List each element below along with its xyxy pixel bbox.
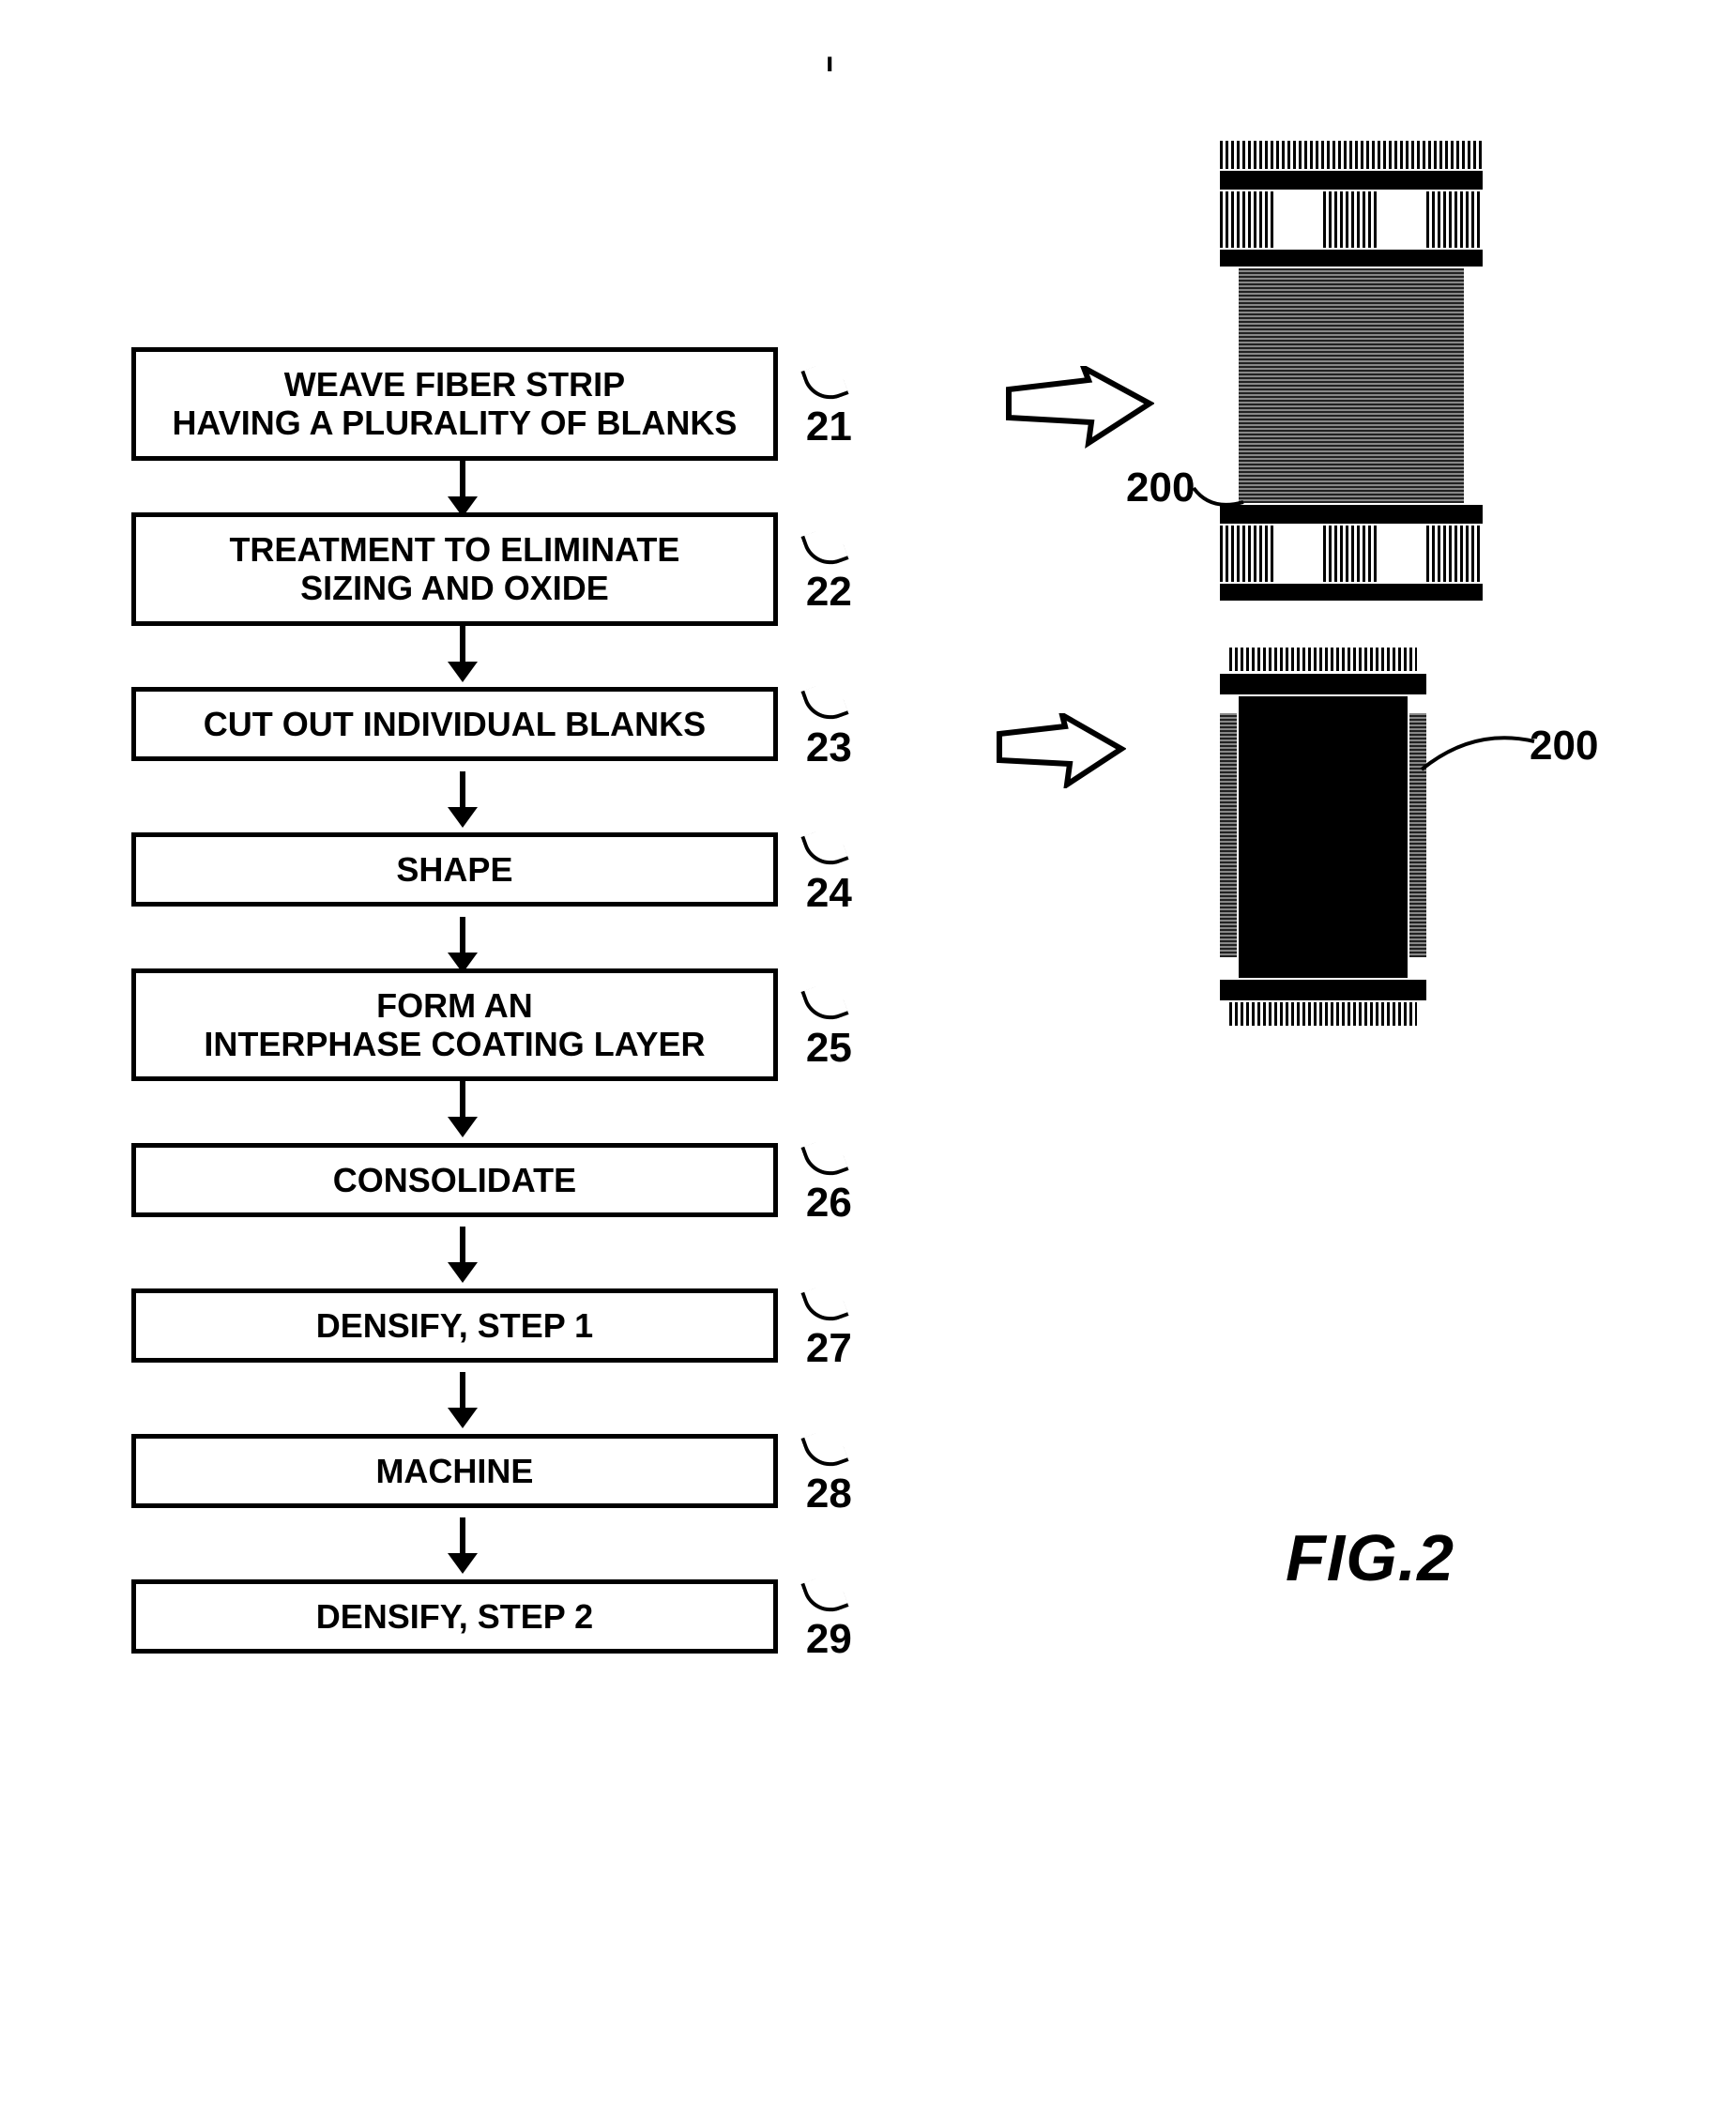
leader-200-top [1192, 469, 1248, 516]
step-21-line1: WEAVE FIBER STRIP [284, 365, 625, 404]
label-200-top: 200 [1126, 465, 1195, 511]
step-24-box: SHAPE [131, 832, 778, 907]
step-24-number: 24 [806, 823, 882, 917]
label-200-mid: 200 [1530, 723, 1598, 770]
step-21-line2: HAVING A PLURALITY OF BLANKS [172, 404, 737, 442]
step-26-row: CONSOLIDATE 26 [131, 1133, 882, 1227]
step-22-row: TREATMENT TO ELIMINATE SIZING AND OXIDE … [131, 512, 882, 626]
step-22-line2: SIZING AND OXIDE [300, 569, 609, 607]
step-22-number: 22 [806, 522, 882, 616]
step-27-box: DENSIFY, STEP 1 [131, 1288, 778, 1363]
step-27-line1: DENSIFY, STEP 1 [316, 1306, 593, 1345]
step-26-box: CONSOLIDATE [131, 1143, 778, 1217]
step-28-line1: MACHINE [375, 1452, 533, 1490]
step-21-number: 21 [806, 357, 882, 450]
step-28-number: 28 [806, 1424, 882, 1517]
process-flowchart: WEAVE FIBER STRIP HAVING A PLURALITY OF … [131, 347, 882, 1663]
step-25-box: FORM AN INTERPHASE COATING LAYER [131, 968, 778, 1082]
step-29-number: 29 [806, 1569, 882, 1663]
figure-label: FIG.2 [1286, 1520, 1454, 1595]
leader-200-mid [1417, 723, 1539, 779]
step-25-line1: FORM AN [376, 986, 533, 1025]
step-24-line1: SHAPE [396, 850, 512, 889]
step-23-line1: CUT OUT INDIVIDUAL BLANKS [204, 705, 706, 743]
step-21-row: WEAVE FIBER STRIP HAVING A PLURALITY OF … [131, 347, 882, 461]
step-25-line2: INTERPHASE COATING LAYER [204, 1025, 705, 1063]
step-28-row: MACHINE 28 [131, 1424, 882, 1517]
step-23-number: 23 [806, 678, 882, 771]
step-25-number: 25 [806, 978, 882, 1072]
step-28-box: MACHINE [131, 1434, 778, 1508]
stray-tick-mark: ı [826, 47, 833, 79]
step-25-row: FORM AN INTERPHASE COATING LAYER 25 [131, 968, 882, 1082]
step-29-row: DENSIFY, STEP 2 29 [131, 1569, 882, 1663]
step-22-line1: TREATMENT TO ELIMINATE [229, 530, 679, 569]
step-27-row: DENSIFY, STEP 1 27 [131, 1278, 882, 1372]
step-22-box: TREATMENT TO ELIMINATE SIZING AND OXIDE [131, 512, 778, 626]
pointer-arrow-21-icon [1004, 366, 1154, 450]
step-29-box: DENSIFY, STEP 2 [131, 1579, 778, 1654]
step-21-box: WEAVE FIBER STRIP HAVING A PLURALITY OF … [131, 347, 778, 461]
step-29-line1: DENSIFY, STEP 2 [316, 1597, 593, 1636]
step-23-row: CUT OUT INDIVIDUAL BLANKS 23 [131, 678, 882, 771]
step-24-row: SHAPE 24 [131, 823, 882, 917]
step-23-box: CUT OUT INDIVIDUAL BLANKS [131, 687, 778, 761]
pointer-arrow-23-icon [995, 713, 1126, 788]
step-27-number: 27 [806, 1278, 882, 1372]
step-26-number: 26 [806, 1133, 882, 1227]
step-26-line1: CONSOLIDATE [333, 1161, 576, 1199]
